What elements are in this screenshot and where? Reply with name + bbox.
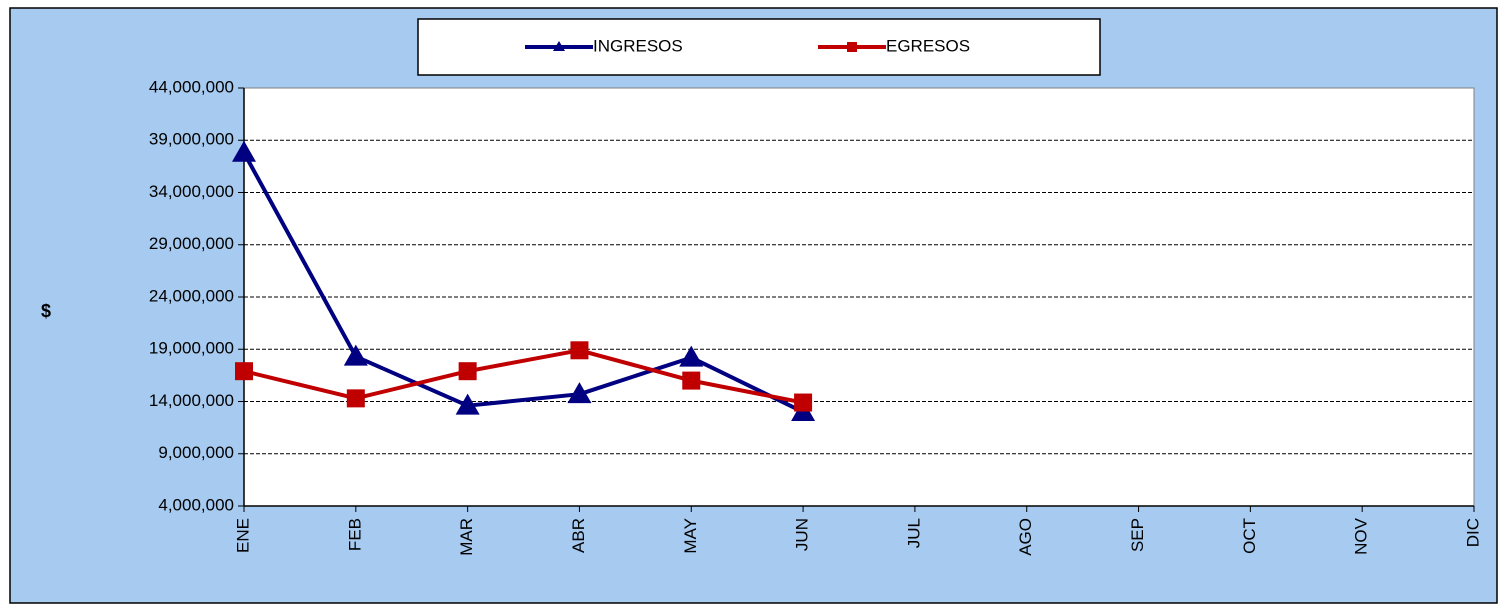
x-tick-label: FEB (345, 518, 364, 551)
x-tick-label: MAY (681, 518, 700, 554)
data-point (346, 389, 365, 408)
y-tick-label: 39,000,000 (149, 130, 234, 149)
y-tick-label: 9,000,000 (158, 443, 234, 462)
x-tick-label: MAR (457, 518, 476, 556)
data-point (232, 140, 256, 162)
x-tick-label: SEP (1128, 518, 1147, 552)
y-axis-title: $ (41, 301, 51, 321)
data-point (567, 382, 592, 404)
y-tick-label: 24,000,000 (149, 286, 234, 305)
data-point (458, 362, 477, 381)
data-point (343, 344, 368, 366)
data-point (682, 371, 701, 390)
y-tick-label: 14,000,000 (149, 391, 234, 410)
legend-label: EGRESOS (886, 36, 970, 55)
x-tick-label: JUN (793, 518, 812, 551)
y-tick-label: 29,000,000 (149, 234, 234, 253)
series-line (242, 151, 804, 414)
y-tick-label: 4,000,000 (158, 495, 234, 514)
x-tick-label: OCT (1240, 518, 1259, 554)
data-point (455, 393, 480, 415)
x-tick-label: ENE (233, 518, 252, 553)
legend-label: INGRESOS (593, 36, 683, 55)
series-line (243, 348, 804, 405)
data-point (794, 393, 813, 412)
legend (417, 18, 1101, 76)
y-tick-label: 19,000,000 (149, 339, 234, 358)
x-tick-label: JUL (904, 518, 923, 548)
data-point (235, 362, 253, 381)
y-tick-label: 44,000,000 (149, 77, 234, 96)
legend-marker (847, 42, 857, 52)
y-tick-label: 34,000,000 (149, 182, 234, 201)
x-tick-label: NOV (1352, 517, 1371, 555)
x-tick-label: AGO (1016, 518, 1035, 556)
data-point (679, 345, 704, 367)
data-point (570, 341, 589, 360)
x-tick-label: DIC (1463, 518, 1482, 547)
x-tick-label: ABR (569, 518, 588, 553)
legend-marker (553, 41, 565, 51)
